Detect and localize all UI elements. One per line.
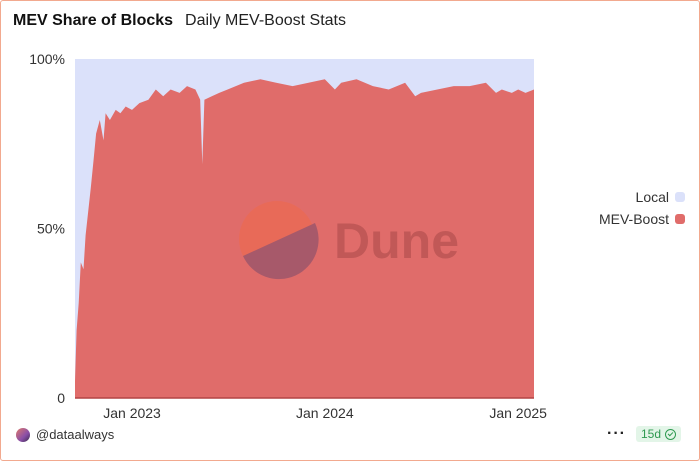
age-label: 15d — [640, 427, 661, 441]
legend-label-local: Local — [635, 189, 669, 205]
x-tick-label: Jan 2023 — [103, 405, 161, 421]
legend-swatch-local — [675, 192, 685, 202]
avatar — [16, 427, 30, 442]
y-tick-label: 100% — [29, 51, 65, 67]
x-tick-label: Jan 2024 — [296, 405, 354, 421]
area-chart[interactable]: 0 50% 100% Dune Jan 2023 Jan 2024 Jan 2025 — [1, 1, 699, 421]
watermark-text: Dune — [334, 213, 459, 269]
chart-title: MEV Share of Blocks — [13, 12, 174, 29]
check-circle-icon — [665, 428, 676, 440]
y-tick-label: 0 — [57, 390, 65, 406]
legend-item-local[interactable]: Local — [591, 186, 685, 208]
more-options-icon[interactable]: ··· — [606, 425, 626, 442]
author-name: @dataalways — [36, 427, 115, 442]
refresh-age-badge[interactable]: 15d — [635, 426, 681, 442]
y-tick-label: 50% — [37, 221, 65, 237]
chart-legend: Local MEV-Boost — [591, 186, 685, 230]
dune-logo-shade — [243, 223, 319, 280]
dune-watermark: Dune — [239, 201, 459, 280]
legend-swatch-mev-boost — [675, 214, 685, 224]
author-link[interactable]: @dataalways — [16, 427, 114, 442]
chart-header: MEV Share of Blocks Daily MEV-Boost Stat… — [13, 12, 346, 30]
x-axis: Jan 2023 Jan 2024 Jan 2025 — [103, 405, 547, 421]
x-tick-label: Jan 2025 — [489, 405, 547, 421]
legend-item-mev-boost[interactable]: MEV-Boost — [591, 208, 685, 230]
chart-subtitle: Daily MEV-Boost Stats — [185, 12, 346, 29]
y-axis: 0 50% 100% — [29, 51, 65, 406]
legend-label-mev-boost: MEV-Boost — [598, 211, 669, 227]
footer-actions: ··· 15d — [607, 425, 681, 443]
